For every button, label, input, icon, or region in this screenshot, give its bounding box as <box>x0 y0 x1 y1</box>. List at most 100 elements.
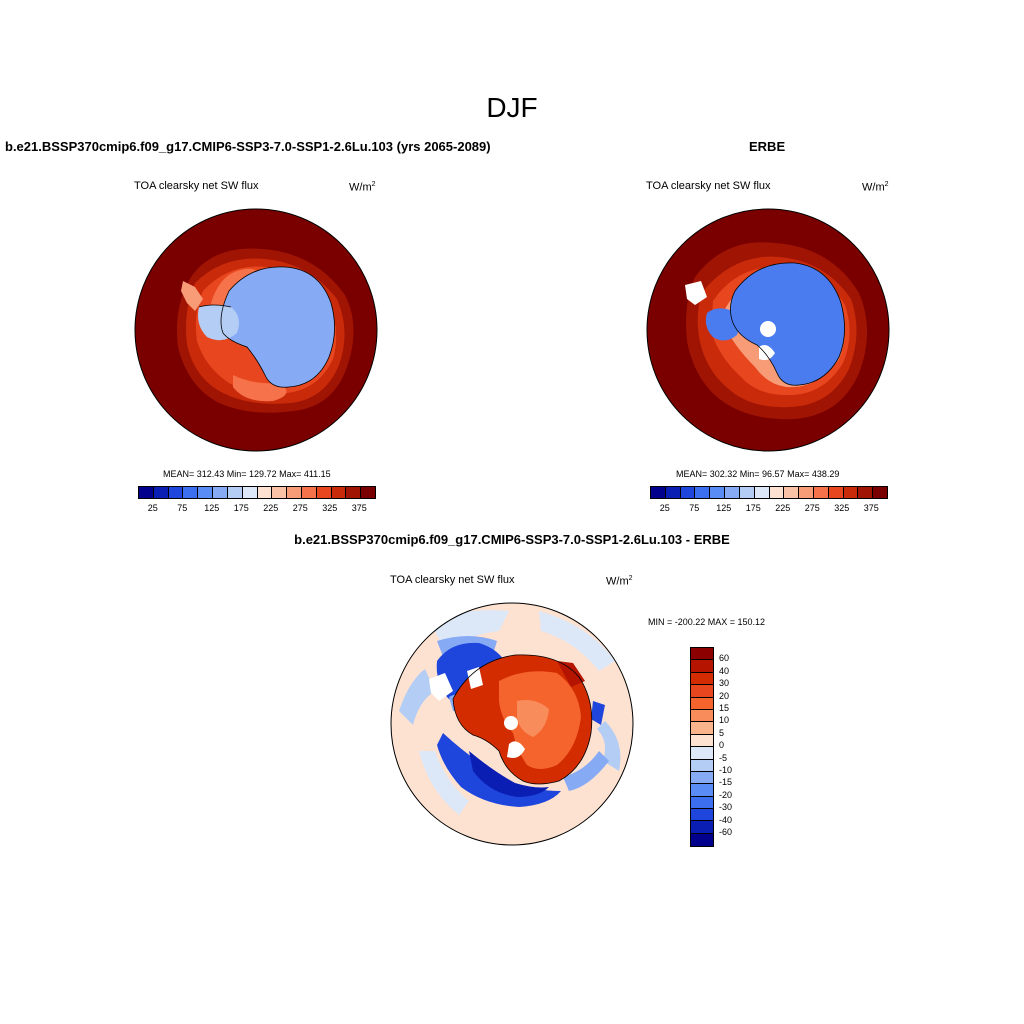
colorbar-swatch <box>331 487 347 498</box>
colorbar-swatch <box>242 487 258 498</box>
panel1-polar-map <box>134 208 378 452</box>
colorbar-swatch <box>769 487 785 498</box>
colorbar-swatch <box>873 487 887 498</box>
colorbar-tick-label: 375 <box>863 503 879 513</box>
colorbar-swatch <box>695 487 711 498</box>
colorbar-swatch <box>691 648 713 661</box>
colorbar-tick-label: 30 <box>719 678 730 689</box>
colorbar-swatch <box>680 487 696 498</box>
colorbar-tick-label: 25 <box>659 503 670 513</box>
colorbar-swatch <box>346 487 362 498</box>
colorbar-swatch <box>198 487 214 498</box>
colorbar-swatch <box>691 747 713 760</box>
colorbar-tick-label: 0 <box>719 740 725 751</box>
colorbar-tick-label: 325 <box>834 503 850 513</box>
colorbar-tick-label: -40 <box>719 814 733 825</box>
colorbar-swatch <box>843 487 859 498</box>
colorbar-tick-label: -20 <box>719 789 733 800</box>
colorbar-swatch <box>691 660 713 673</box>
panel2-colorbar <box>650 486 888 499</box>
colorbar-swatch <box>651 487 666 498</box>
colorbar-swatch <box>691 672 713 686</box>
panel2-polar-map <box>646 208 890 452</box>
colorbar-swatch <box>739 487 755 498</box>
colorbar-tick-label: 125 <box>716 503 732 513</box>
colorbar-swatch <box>227 487 243 498</box>
colorbar-swatch <box>691 734 713 748</box>
colorbar-tick-label: -60 <box>719 827 733 837</box>
colorbar-swatch <box>691 685 713 698</box>
panel2-units: W/m2 <box>862 181 889 194</box>
colorbar-swatch <box>691 722 713 735</box>
colorbar-tick-label: 75 <box>689 503 700 513</box>
panel2-colorbar-labels: 25 75 125 175 225 275 325 375 <box>650 503 886 515</box>
colorbar-swatch <box>691 809 713 822</box>
colorbar-tick-label: 225 <box>263 503 279 513</box>
colorbar-swatch <box>272 487 288 498</box>
colorbar-swatch <box>213 487 228 498</box>
colorbar-swatch <box>710 487 726 498</box>
panel3-variable-label: TOA clearsky net SW flux <box>390 574 515 586</box>
colorbar-swatch <box>858 487 874 498</box>
colorbar-tick-label: 75 <box>177 503 188 513</box>
colorbar-tick-label: 60 <box>719 653 730 664</box>
panel3-colorbar-labels: 60 40 30 20 15 10 5 0 -5 -10 -15 -20 -30 -40 -60 <box>719 647 759 847</box>
colorbar-swatch <box>287 487 302 498</box>
colorbar-swatch <box>754 487 770 498</box>
colorbar-tick-label: -30 <box>719 802 733 813</box>
panel1-title: b.e21.BSSP370cmip6.f09_g17.CMIP6-SSP3-7.… <box>5 139 491 154</box>
colorbar-swatch <box>813 487 829 498</box>
colorbar-tick-label: 325 <box>322 503 338 513</box>
colorbar-swatch <box>257 487 273 498</box>
colorbar-tick-label: -5 <box>719 752 728 763</box>
panel3-units: W/m2 <box>606 575 633 588</box>
panel1-units: W/m2 <box>349 181 376 194</box>
panel3-polar-difference-map <box>390 602 634 846</box>
colorbar-swatch <box>691 833 713 847</box>
colorbar-tick-label: 15 <box>719 703 730 713</box>
colorbar-tick-label: 125 <box>204 503 220 513</box>
figure-title: DJF <box>486 92 538 123</box>
panel2-stats: MEAN= 302.32 Min= 96.57 Max= 438.29 <box>676 469 840 479</box>
colorbar-swatch <box>361 487 375 498</box>
colorbar-swatch <box>691 709 713 723</box>
colorbar-swatch <box>691 821 713 834</box>
colorbar-swatch <box>691 784 713 797</box>
colorbar-swatch <box>691 796 713 810</box>
colorbar-swatch <box>784 487 800 498</box>
panel3-title: b.e21.BSSP370cmip6.f09_g17.CMIP6-SSP3-7.… <box>294 532 730 547</box>
colorbar-swatch <box>725 487 740 498</box>
panel1-variable-label: TOA clearsky net SW flux <box>134 180 259 192</box>
colorbar-tick-label: 25 <box>147 503 158 513</box>
panel3-colorbar <box>690 647 714 848</box>
colorbar-tick-label: -10 <box>719 765 733 775</box>
colorbar-swatch <box>691 759 713 772</box>
colorbar-swatch <box>799 487 814 498</box>
colorbar-swatch <box>691 697 713 710</box>
colorbar-tick-label: 275 <box>804 503 820 513</box>
panel2-variable-label: TOA clearsky net SW flux <box>646 180 771 192</box>
panel1-stats: MEAN= 312.43 Min= 129.72 Max= 411.15 <box>163 469 331 479</box>
colorbar-swatch <box>301 487 317 498</box>
colorbar-swatch <box>316 487 332 498</box>
colorbar-tick-label: 5 <box>719 727 725 738</box>
panel1-colorbar <box>138 486 376 499</box>
colorbar-swatch <box>665 487 681 498</box>
colorbar-tick-label: 175 <box>745 503 761 513</box>
colorbar-tick-label: 225 <box>775 503 791 513</box>
colorbar-tick-label: 375 <box>351 503 367 513</box>
colorbar-tick-label: 40 <box>719 665 730 676</box>
panel2-title: ERBE <box>749 139 786 154</box>
colorbar-swatch <box>691 771 713 785</box>
panel1-colorbar-labels: 25 75 125 175 225 275 325 375 <box>138 503 374 515</box>
colorbar-tick-label: 175 <box>233 503 249 513</box>
colorbar-tick-label: -15 <box>719 777 733 788</box>
colorbar-tick-label: 10 <box>719 715 730 726</box>
colorbar-swatch <box>183 487 199 498</box>
colorbar-swatch <box>168 487 184 498</box>
colorbar-swatch <box>139 487 154 498</box>
panel3-minmax: MIN = -200.22 MAX = 150.12 <box>648 617 766 627</box>
colorbar-tick-label: 275 <box>292 503 308 513</box>
colorbar-tick-label: 20 <box>719 690 730 701</box>
colorbar-swatch <box>153 487 169 498</box>
